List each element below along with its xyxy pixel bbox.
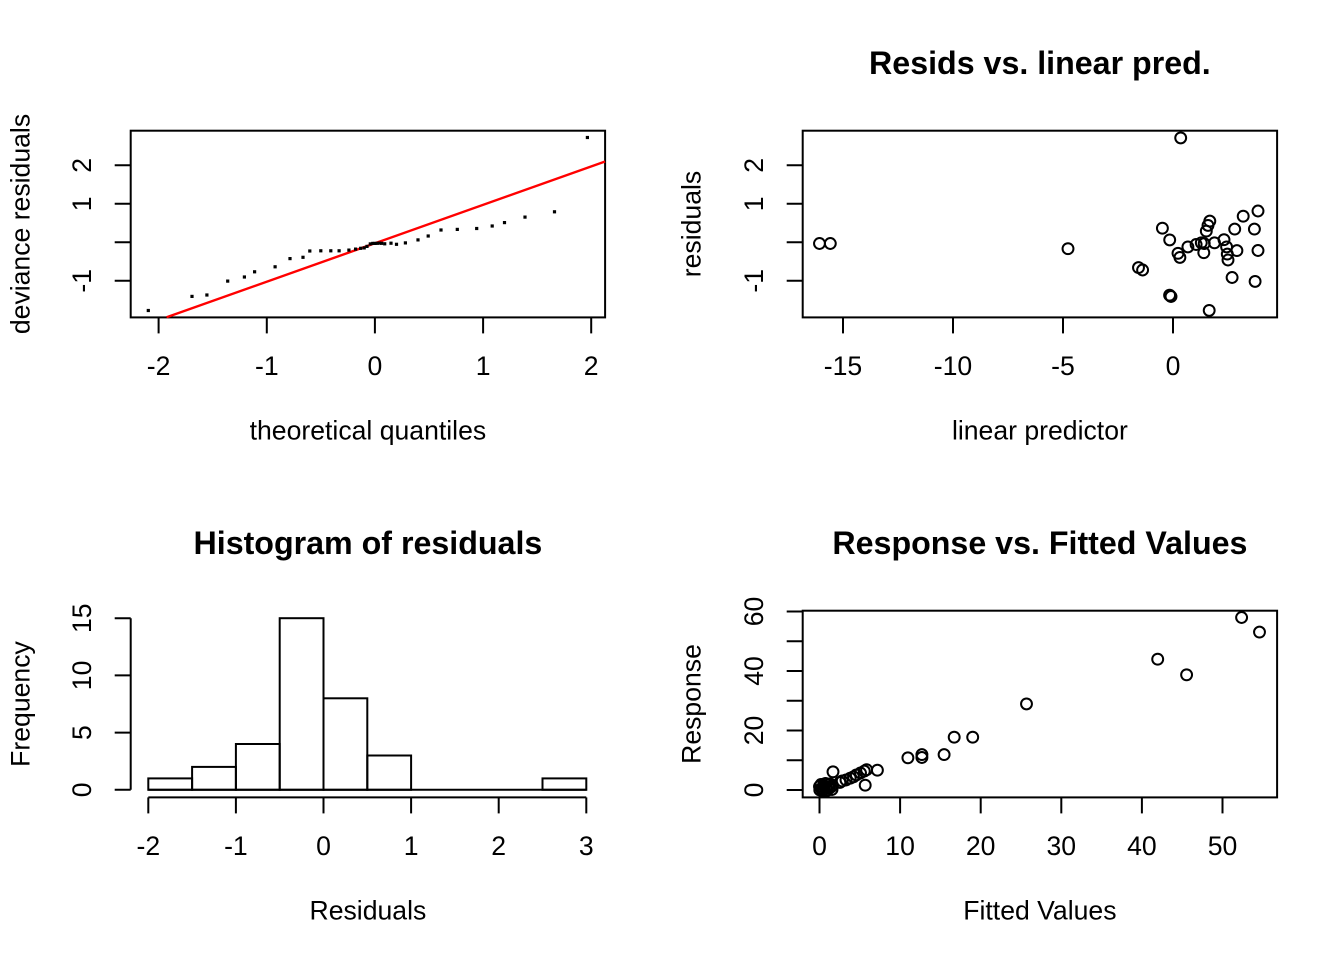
svg-text:40: 40 bbox=[739, 656, 769, 686]
svg-text:5: 5 bbox=[67, 725, 97, 740]
svg-text:0: 0 bbox=[812, 831, 827, 861]
svg-text:0: 0 bbox=[67, 782, 97, 797]
svg-text:-2: -2 bbox=[147, 351, 171, 381]
svg-text:Frequency: Frequency bbox=[5, 640, 35, 766]
svg-text:0: 0 bbox=[368, 351, 383, 381]
svg-text:1: 1 bbox=[67, 196, 97, 211]
svg-text:2: 2 bbox=[584, 351, 599, 381]
svg-text:20: 20 bbox=[739, 716, 769, 746]
svg-text:Response vs. Fitted Values: Response vs. Fitted Values bbox=[832, 525, 1247, 561]
svg-text:Response: Response bbox=[677, 644, 707, 764]
svg-text:2: 2 bbox=[739, 158, 769, 173]
svg-text:3: 3 bbox=[579, 831, 594, 861]
svg-text:30: 30 bbox=[1047, 831, 1077, 861]
svg-text:-2: -2 bbox=[136, 831, 160, 861]
svg-text:Residuals: Residuals bbox=[310, 895, 427, 925]
svg-text:10: 10 bbox=[67, 661, 97, 691]
svg-text:-5: -5 bbox=[1051, 351, 1075, 381]
svg-text:-15: -15 bbox=[824, 351, 862, 381]
svg-text:residuals: residuals bbox=[677, 171, 707, 277]
svg-text:40: 40 bbox=[1127, 831, 1157, 861]
svg-text:60: 60 bbox=[739, 597, 769, 627]
svg-text:20: 20 bbox=[966, 831, 996, 861]
svg-text:2: 2 bbox=[491, 831, 506, 861]
svg-text:Fitted Values: Fitted Values bbox=[963, 895, 1116, 925]
svg-text:10: 10 bbox=[885, 831, 915, 861]
svg-text:theoretical quantiles: theoretical quantiles bbox=[250, 415, 487, 445]
svg-text:1: 1 bbox=[739, 196, 769, 211]
svg-text:-1: -1 bbox=[739, 269, 769, 293]
svg-text:0: 0 bbox=[739, 783, 769, 798]
svg-text:15: 15 bbox=[67, 603, 97, 633]
svg-text:1: 1 bbox=[476, 351, 491, 381]
svg-text:0: 0 bbox=[1166, 351, 1181, 381]
svg-text:50: 50 bbox=[1208, 831, 1238, 861]
svg-text:1: 1 bbox=[404, 831, 419, 861]
svg-text:-10: -10 bbox=[934, 351, 972, 381]
svg-text:2: 2 bbox=[67, 158, 97, 173]
svg-text:0: 0 bbox=[316, 831, 331, 861]
svg-text:Resids vs. linear pred.: Resids vs. linear pred. bbox=[869, 45, 1211, 81]
svg-text:deviance residuals: deviance residuals bbox=[5, 114, 35, 334]
svg-text:-1: -1 bbox=[67, 269, 97, 293]
svg-text:-1: -1 bbox=[255, 351, 279, 381]
svg-text:Histogram of residuals: Histogram of residuals bbox=[194, 525, 543, 561]
svg-text:linear predictor: linear predictor bbox=[952, 415, 1128, 445]
svg-text:-1: -1 bbox=[224, 831, 248, 861]
